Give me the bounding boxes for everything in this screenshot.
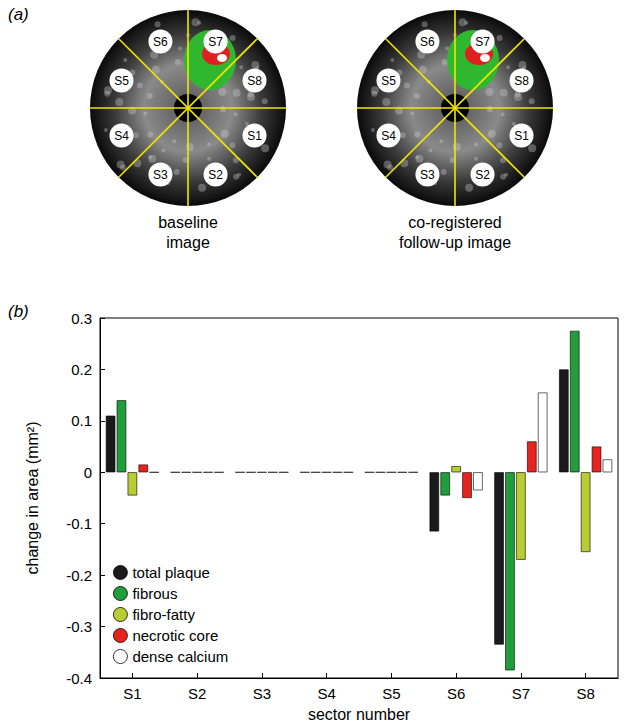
svg-text:0.2: 0.2 xyxy=(71,361,92,378)
svg-text:total plaque: total plaque xyxy=(132,564,210,581)
svg-text:S5: S5 xyxy=(382,685,400,702)
svg-text:S4: S4 xyxy=(114,129,129,143)
svg-text:S1: S1 xyxy=(514,129,529,143)
svg-text:S4: S4 xyxy=(317,685,335,702)
svg-text:baseline: baseline xyxy=(158,214,218,231)
svg-text:S8: S8 xyxy=(247,74,262,88)
svg-text:S3: S3 xyxy=(253,685,271,702)
svg-text:necrotic core: necrotic core xyxy=(132,627,218,644)
svg-text:fibro-fatty: fibro-fatty xyxy=(132,606,195,623)
svg-text:-0.4: -0.4 xyxy=(66,670,92,687)
svg-text:S8: S8 xyxy=(576,685,594,702)
svg-text:S3: S3 xyxy=(420,168,435,182)
svg-text:S7: S7 xyxy=(475,35,490,49)
svg-text:S8: S8 xyxy=(514,74,529,88)
svg-text:S7: S7 xyxy=(208,35,223,49)
svg-text:S5: S5 xyxy=(381,74,396,88)
svg-text:S2: S2 xyxy=(475,168,490,182)
svg-text:0: 0 xyxy=(84,464,92,481)
html-text:(b): (b) xyxy=(8,302,29,321)
svg-text:S4: S4 xyxy=(381,129,396,143)
svg-text:0.1: 0.1 xyxy=(71,412,92,429)
svg-text:S2: S2 xyxy=(188,685,206,702)
svg-text:sector number: sector number xyxy=(308,706,411,723)
svg-text:co-registered: co-registered xyxy=(408,214,501,231)
svg-text:S5: S5 xyxy=(114,74,129,88)
svg-text:-0.1: -0.1 xyxy=(66,515,92,532)
svg-text:-0.2: -0.2 xyxy=(66,567,92,584)
svg-text:image: image xyxy=(166,234,210,251)
svg-text:S6: S6 xyxy=(447,685,465,702)
svg-text:change in area (mm²): change in area (mm²) xyxy=(24,422,41,575)
svg-text:-0.3: -0.3 xyxy=(66,618,92,635)
svg-text:S7: S7 xyxy=(512,685,530,702)
svg-text:S2: S2 xyxy=(208,168,223,182)
svg-text:S6: S6 xyxy=(153,35,168,49)
svg-text:(a): (a) xyxy=(8,5,29,24)
svg-text:fibrous: fibrous xyxy=(132,585,177,602)
svg-text:follow-up image: follow-up image xyxy=(399,234,511,251)
svg-text:S1: S1 xyxy=(123,685,141,702)
svg-text:dense calcium: dense calcium xyxy=(132,648,228,665)
svg-text:S3: S3 xyxy=(153,168,168,182)
svg-text:S1: S1 xyxy=(247,129,262,143)
svg-text:S6: S6 xyxy=(420,35,435,49)
svg-text:0.3: 0.3 xyxy=(71,310,92,327)
